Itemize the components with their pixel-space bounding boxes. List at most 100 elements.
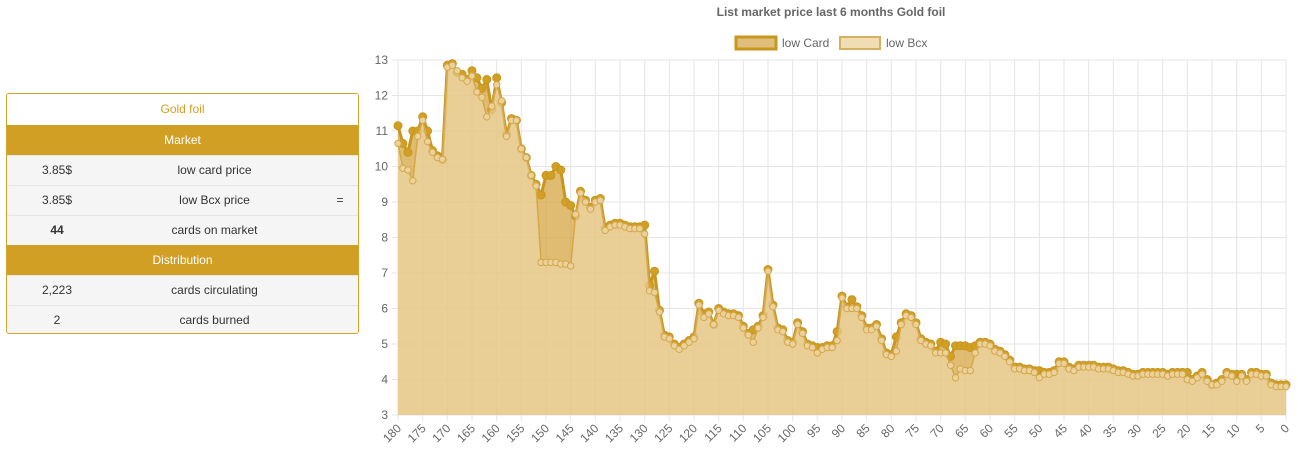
point-low-bcx[interactable] bbox=[478, 93, 486, 102]
point-low-bcx[interactable] bbox=[423, 138, 432, 146]
point-low-bcx[interactable] bbox=[897, 320, 905, 329]
point-low-bcx[interactable] bbox=[917, 336, 925, 345]
point-low-bcx[interactable] bbox=[680, 342, 688, 350]
point-low-bcx[interactable] bbox=[468, 72, 476, 80]
point-low-bcx[interactable] bbox=[715, 306, 723, 314]
point-low-bcx[interactable] bbox=[813, 349, 821, 357]
point-low-bcx[interactable] bbox=[1060, 359, 1068, 368]
point-low-bcx[interactable] bbox=[838, 294, 846, 302]
point-low-bcx[interactable] bbox=[749, 338, 757, 346]
point-low-bcx[interactable] bbox=[966, 366, 974, 375]
point-low-card[interactable] bbox=[403, 147, 413, 157]
point-low-bcx[interactable] bbox=[1030, 368, 1039, 377]
point-low-bcx[interactable] bbox=[759, 313, 767, 322]
point-low-bcx[interactable] bbox=[690, 335, 698, 343]
point-low-bcx[interactable] bbox=[670, 342, 678, 350]
point-low-bcx[interactable] bbox=[892, 347, 900, 355]
point-low-bcx[interactable] bbox=[912, 320, 920, 329]
point-low-bcx[interactable] bbox=[853, 304, 861, 313]
point-low-bcx[interactable] bbox=[872, 322, 881, 330]
point-low-bcx[interactable] bbox=[601, 226, 609, 235]
point-low-bcx[interactable] bbox=[941, 349, 950, 357]
point-low-bcx[interactable] bbox=[1228, 372, 1236, 380]
point-low-bcx[interactable] bbox=[1242, 377, 1251, 385]
point-low-bcx[interactable] bbox=[858, 313, 866, 322]
point-low-bcx[interactable] bbox=[946, 361, 955, 369]
point-low-card[interactable] bbox=[650, 266, 659, 276]
point-low-bcx[interactable] bbox=[700, 313, 708, 322]
point-low-bcx[interactable] bbox=[1218, 377, 1226, 385]
point-low-bcx[interactable] bbox=[650, 288, 659, 297]
point-low-bcx[interactable] bbox=[769, 303, 777, 311]
point-low-bcx[interactable] bbox=[675, 345, 683, 353]
point-low-bcx[interactable] bbox=[1237, 372, 1246, 380]
point-low-bcx[interactable] bbox=[458, 74, 466, 82]
point-low-bcx[interactable] bbox=[754, 324, 762, 332]
point-low-bcx[interactable] bbox=[798, 329, 807, 338]
point-low-bcx[interactable] bbox=[532, 182, 540, 190]
point-low-bcx[interactable] bbox=[414, 132, 422, 141]
point-low-bcx[interactable] bbox=[710, 320, 718, 329]
point-low-bcx[interactable] bbox=[1203, 377, 1211, 385]
point-low-bcx[interactable] bbox=[793, 320, 802, 329]
point-low-bcx[interactable] bbox=[512, 116, 521, 125]
point-low-bcx[interactable] bbox=[951, 374, 960, 382]
point-low-bcx[interactable] bbox=[641, 230, 649, 238]
legend-item-low-card[interactable]: low Card bbox=[734, 35, 829, 51]
point-low-bcx[interactable] bbox=[497, 97, 506, 105]
legend-item-low-bcx[interactable]: low Bcx bbox=[839, 36, 927, 50]
point-low-bcx[interactable] bbox=[907, 313, 915, 322]
point-low-bcx[interactable] bbox=[867, 326, 876, 334]
point-low-card[interactable] bbox=[393, 121, 403, 131]
point-low-bcx[interactable] bbox=[705, 310, 713, 318]
point-low-bcx[interactable] bbox=[789, 340, 797, 348]
point-low-bcx[interactable] bbox=[517, 145, 526, 153]
point-low-card[interactable] bbox=[546, 170, 556, 180]
point-low-bcx[interactable] bbox=[1262, 372, 1270, 380]
point-low-bcx[interactable] bbox=[685, 338, 693, 346]
point-low-bcx[interactable] bbox=[1070, 366, 1078, 375]
point-low-bcx[interactable] bbox=[1006, 358, 1014, 366]
point-low-bcx[interactable] bbox=[734, 313, 743, 322]
point-low-bcx[interactable] bbox=[1233, 377, 1241, 385]
point-low-bcx[interactable] bbox=[483, 113, 491, 121]
point-low-bcx[interactable] bbox=[779, 327, 787, 336]
point-low-bcx[interactable] bbox=[887, 352, 895, 361]
point-low-bcx[interactable] bbox=[1035, 374, 1043, 382]
point-low-bcx[interactable] bbox=[586, 205, 595, 213]
point-low-bcx[interactable] bbox=[419, 116, 427, 125]
point-low-bcx[interactable] bbox=[1050, 368, 1058, 377]
point-low-bcx[interactable] bbox=[428, 148, 437, 157]
point-low-bcx[interactable] bbox=[665, 335, 673, 343]
point-low-card[interactable] bbox=[941, 339, 951, 349]
point-low-bcx[interactable] bbox=[1178, 370, 1187, 378]
point-low-bcx[interactable] bbox=[877, 336, 886, 345]
point-low-bcx[interactable] bbox=[448, 61, 457, 70]
point-low-bcx[interactable] bbox=[502, 132, 511, 141]
point-low-bcx[interactable] bbox=[1193, 374, 1201, 382]
point-low-bcx[interactable] bbox=[636, 224, 644, 233]
point-low-bcx[interactable] bbox=[409, 177, 417, 185]
point-low-bcx[interactable] bbox=[1213, 381, 1221, 389]
point-low-bcx[interactable] bbox=[828, 343, 836, 352]
point-low-bcx[interactable] bbox=[404, 166, 412, 174]
point-low-card[interactable] bbox=[492, 73, 502, 83]
point-low-bcx[interactable] bbox=[1188, 377, 1196, 385]
point-low-card[interactable] bbox=[566, 201, 576, 210]
point-low-bcx[interactable] bbox=[571, 210, 580, 219]
point-low-bcx[interactable] bbox=[453, 67, 461, 75]
point-low-bcx[interactable] bbox=[1198, 370, 1206, 378]
point-low-bcx[interactable] bbox=[596, 196, 605, 204]
point-low-bcx[interactable] bbox=[522, 153, 531, 162]
point-low-bcx[interactable] bbox=[463, 77, 471, 86]
point-low-card[interactable] bbox=[556, 165, 566, 175]
point-low-bcx[interactable] bbox=[764, 267, 772, 275]
point-low-bcx[interactable] bbox=[986, 342, 994, 350]
point-low-bcx[interactable] bbox=[1282, 382, 1290, 391]
point-low-card[interactable] bbox=[536, 190, 546, 200]
point-low-bcx[interactable] bbox=[695, 301, 703, 309]
point-low-bcx[interactable] bbox=[655, 308, 664, 316]
point-low-bcx[interactable] bbox=[739, 324, 747, 332]
point-low-bcx[interactable] bbox=[1001, 352, 1009, 361]
point-low-bcx[interactable] bbox=[438, 155, 447, 164]
